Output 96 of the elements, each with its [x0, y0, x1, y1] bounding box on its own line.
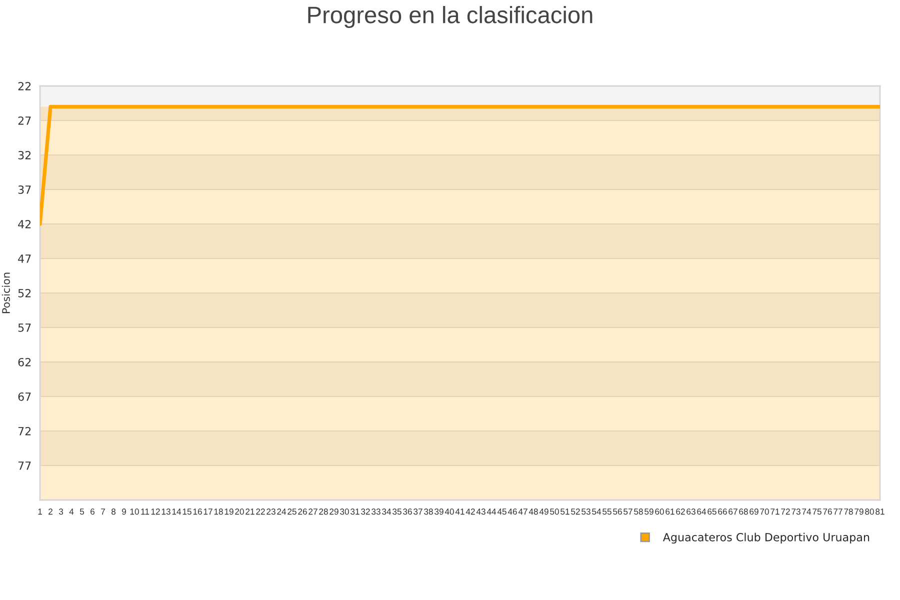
x-tick-label: 69 — [750, 508, 758, 515]
x-tick-label: 19 — [224, 508, 234, 515]
x-tick-label: 9 — [122, 508, 126, 515]
x-tick-label: 78 — [844, 508, 853, 515]
x-tick-label: 49 — [539, 508, 548, 515]
x-tick-label: 60 — [655, 508, 664, 515]
y-tick-label: 22 — [18, 82, 31, 90]
x-tick-label: 15 — [182, 508, 192, 515]
x-tick-label: 81 — [876, 508, 884, 515]
x-tick-label: 68 — [739, 508, 748, 515]
x-tick-label: 1 — [38, 508, 42, 515]
x-tick-label: 77 — [834, 508, 842, 515]
x-tick-label: 52 — [571, 508, 580, 515]
x-tick-label: 75 — [812, 508, 822, 515]
x-tick-label: 27 — [308, 508, 318, 515]
x-tick-label: 67 — [728, 508, 738, 515]
x-tick-label: 48 — [528, 508, 538, 515]
x-tick-label: 23 — [266, 508, 276, 515]
x-tick-label: 56 — [613, 508, 622, 515]
x-tick-label: 18 — [214, 508, 223, 515]
y-tick-label: 32 — [18, 150, 31, 160]
x-tick-label: 47 — [518, 508, 528, 515]
y-tick-label: 72 — [18, 426, 31, 436]
x-tick-label: 70 — [760, 508, 769, 515]
x-tick-label: 21 — [246, 508, 254, 515]
x-tick-label: 32 — [361, 508, 370, 515]
x-tick-label: 39 — [434, 508, 444, 515]
x-tick-label: 31 — [350, 508, 360, 515]
x-tick-label: 22 — [256, 508, 265, 515]
x-tick-label: 44 — [486, 508, 496, 515]
x-tick-label: 4 — [69, 508, 74, 515]
x-tick-label: 41 — [455, 508, 464, 515]
x-tick-label: 38 — [424, 508, 433, 515]
y-tick-label: 47 — [18, 254, 31, 263]
chart-title: Progreso en la clasificacion — [308, 6, 592, 28]
x-tick-label: 50 — [550, 508, 559, 515]
x-tick-label: 10 — [130, 508, 139, 515]
y-tick-label: 27 — [18, 116, 31, 125]
x-tick-label: 40 — [444, 508, 454, 515]
x-tick-label: 80 — [865, 508, 874, 515]
x-tick-label: 54 — [592, 508, 602, 515]
x-tick-label: 16 — [193, 508, 202, 515]
y-tick-label: 37 — [18, 185, 31, 194]
x-tick-label: 76 — [823, 508, 832, 515]
x-tick-label: 14 — [172, 508, 182, 515]
x-tick-label: 12 — [151, 508, 160, 515]
x-tick-label: 61 — [666, 508, 674, 515]
x-tick-label: 35 — [392, 508, 402, 515]
x-tick-label: 66 — [718, 508, 727, 515]
x-tick-label: 64 — [697, 508, 706, 515]
x-tick-label: 29 — [330, 508, 338, 515]
x-tick-label: 7 — [101, 508, 105, 515]
x-tick-label: 28 — [319, 508, 328, 515]
legend-label: Aguacateros Club Deportivo Uruapan — [662, 532, 870, 544]
x-tick-label: 26 — [298, 508, 307, 515]
x-tick-label: 3 — [58, 508, 64, 515]
y-tick-label: 77 — [18, 462, 31, 470]
y-axis-title: Posicion — [2, 272, 10, 314]
x-tick-label: 8 — [111, 508, 116, 515]
x-tick-label: 5 — [80, 508, 84, 515]
x-tick-label: 17 — [204, 508, 212, 515]
x-tick-label: 46 — [508, 508, 517, 515]
x-tick-label: 79 — [854, 508, 864, 515]
x-tick-label: 53 — [582, 508, 590, 515]
x-tick-label: 33 — [372, 508, 380, 515]
x-tick-label: 51 — [560, 508, 570, 515]
x-tick-label: 6 — [90, 508, 95, 515]
x-tick-label: 73 — [792, 508, 800, 515]
y-tick-label: 67 — [18, 392, 31, 401]
x-tick-label: 45 — [497, 508, 506, 515]
x-tick-label: 13 — [162, 508, 170, 515]
x-tick-label: 58 — [634, 508, 643, 515]
x-tick-label: 36 — [403, 508, 412, 515]
x-tick-label: 62 — [676, 508, 685, 515]
y-tick-label: 42 — [18, 220, 31, 228]
x-tick-label: 24 — [277, 508, 286, 515]
x-tick-label: 59 — [644, 508, 654, 515]
x-tick-label: 37 — [414, 508, 422, 515]
y-tick-label: 62 — [18, 358, 31, 366]
y-tick-label: 57 — [18, 324, 31, 332]
x-tick-label: 25 — [288, 508, 296, 515]
x-tick-label: 11 — [141, 508, 150, 515]
x-tick-label: 72 — [781, 508, 790, 515]
x-tick-label: 34 — [382, 508, 392, 515]
x-tick-label: 30 — [340, 508, 349, 515]
x-tick-label: 74 — [802, 508, 812, 515]
x-tick-label: 57 — [624, 508, 632, 515]
x-tick-label: 43 — [476, 508, 486, 515]
x-tick-label: 20 — [235, 508, 244, 515]
x-tick-label: 63 — [686, 508, 696, 515]
x-tick-label: 71 — [770, 508, 780, 515]
y-tick-label: 52 — [18, 288, 31, 298]
x-tick-label: 65 — [708, 508, 716, 515]
x-tick-label: 2 — [48, 508, 52, 515]
x-tick-label: 55 — [602, 508, 612, 515]
x-tick-label: 42 — [466, 508, 475, 515]
